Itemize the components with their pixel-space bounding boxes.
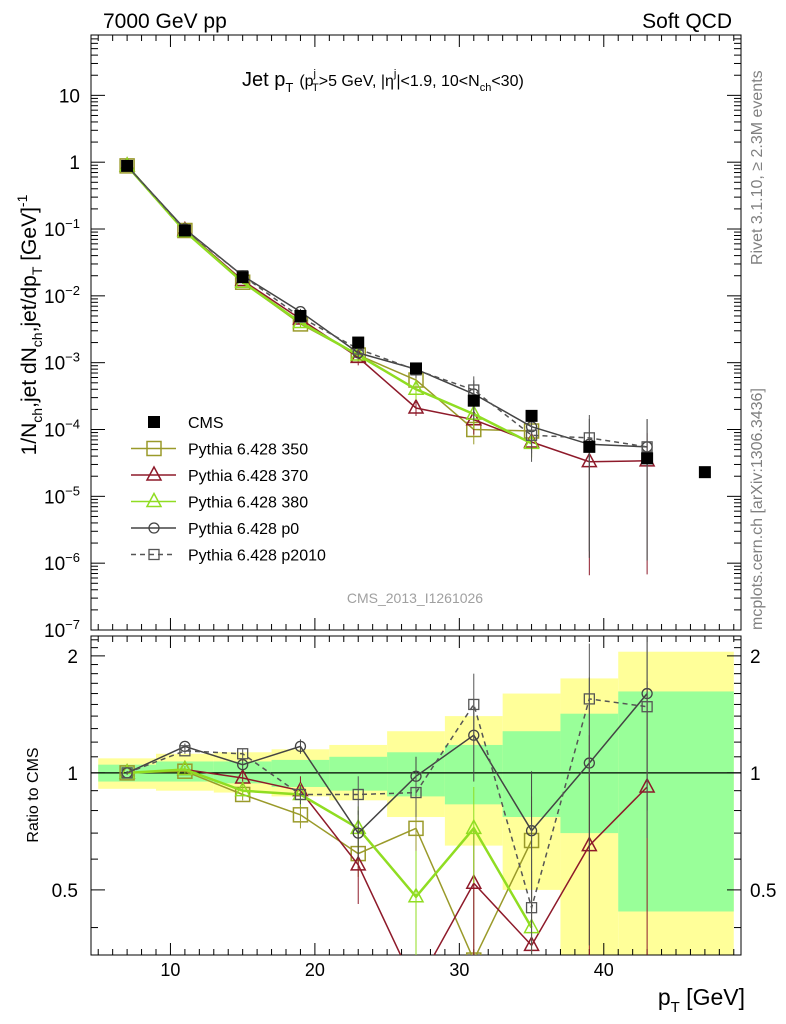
data-point: [179, 745, 191, 757]
data-point: [465, 873, 483, 890]
data-point: [525, 409, 538, 422]
ratio-tick-label-right: 1: [750, 764, 761, 785]
data-point: [698, 466, 711, 479]
plot-title: Jet pT (pj T>5 GeV, |ηj|<1.9, 10<Nch<30): [242, 68, 524, 95]
legend-entry: Pythia 6.428 p0: [188, 521, 299, 538]
header-right: Soft QCD: [642, 10, 732, 33]
data-point: [148, 522, 160, 534]
data-point: [237, 748, 249, 760]
main-plot: 10 1 10−1 10−2 10−3 10−4 10−5 10−6 10−7: [44, 34, 742, 642]
data-point: [148, 416, 160, 428]
watermark: CMS_2013_I1261026: [347, 590, 483, 606]
y-tick-label: 10: [59, 86, 80, 107]
main-ylabel: 1/Nch,jet dNch,jet/dpT [GeV]-1: [14, 194, 45, 455]
ratio-series: [118, 636, 656, 993]
data-point: [352, 788, 364, 801]
data-point: [148, 548, 160, 561]
ratio-ylabel: Ratio to CMS: [25, 747, 42, 842]
data-point: [583, 440, 596, 453]
data-point: [525, 429, 538, 441]
y-tick-label: 10−6: [44, 550, 80, 575]
header-left: 7000 GeV pp: [103, 10, 227, 33]
data-point: [237, 759, 249, 771]
ratio-plot: 10 20 30 40 0.5 0.5 1 1 2 2: [52, 635, 776, 993]
data-point: [467, 394, 480, 407]
data-point: [408, 820, 424, 837]
ratio-tick-label: 2: [67, 647, 78, 668]
data-point: [178, 224, 191, 237]
data-point: [121, 159, 134, 172]
y-tick-label: 10−2: [44, 283, 80, 308]
data-point: [468, 698, 480, 711]
data-point: [465, 818, 483, 835]
data-point: [145, 491, 163, 508]
data-point: [349, 855, 367, 871]
data-point: [407, 379, 425, 396]
ratio-line: [127, 770, 533, 955]
series-line: [126, 165, 648, 448]
legend-entry: Pythia 6.428 380: [188, 495, 308, 512]
data-point: [410, 362, 422, 375]
data-point: [410, 786, 422, 799]
y-tick-label: 10−7: [44, 617, 80, 642]
main-series: [118, 156, 711, 576]
series-line: [126, 165, 532, 432]
y-tick-label: 10−4: [44, 417, 80, 442]
data-point: [352, 336, 365, 349]
x-tick-label: 20: [305, 960, 325, 980]
x-tick-label: 40: [594, 960, 614, 980]
y-tick-label: 10−1: [44, 216, 80, 241]
ratio-tick-label-right: 2: [750, 647, 761, 668]
data-point: [236, 271, 249, 284]
series-line: [126, 165, 648, 448]
data-point: [641, 452, 654, 465]
legend-entry: Pythia 6.428 370: [188, 468, 308, 485]
data-point: [352, 827, 364, 839]
series-line: [126, 165, 533, 445]
legend-entry: Pythia 6.428 350: [188, 442, 308, 459]
series-3: [118, 156, 540, 459]
side-mcplots: mcplots.cern.ch [arXiv:1306.3436]: [749, 388, 766, 630]
data-point: [234, 781, 251, 797]
side-rivet: Rivet 3.1.10, ≥ 2.3M events: [749, 70, 766, 265]
x-tick-label: 10: [160, 960, 180, 980]
data-point: [145, 465, 163, 481]
ratio-tick-label-right: 0.5: [750, 881, 776, 902]
ratio-line: [127, 768, 648, 955]
y-tick-label: 1: [69, 153, 80, 174]
legend: CMS Pythia 6.428 350 Pythia 6.428 370 Pythi…: [131, 415, 326, 565]
data-point: [525, 902, 538, 914]
ratio-series-5: [121, 636, 653, 955]
ratio-line: [126, 698, 648, 911]
legend-entry: Pythia 6.428 p2010: [188, 548, 326, 565]
x-axis-label: pT [GeV]: [658, 984, 745, 1016]
data-point: [641, 701, 653, 713]
legend-entry: CMS: [188, 415, 224, 432]
data-point: [641, 441, 653, 453]
band-inner: [618, 691, 734, 912]
series-2: [118, 156, 656, 576]
ratio-tick-label: 0.5: [52, 881, 78, 902]
y-tick-label: 10−3: [44, 350, 80, 375]
x-tick-label: 30: [449, 960, 469, 980]
ratio-line: [126, 693, 648, 835]
data-point: [409, 980, 423, 993]
series-0: [121, 159, 711, 479]
data-point: [583, 693, 595, 705]
main-frame: [90, 34, 742, 631]
data-point: [294, 309, 307, 322]
data-point: [146, 440, 162, 457]
data-point: [407, 887, 425, 903]
data-point: [407, 398, 425, 414]
data-point: [292, 807, 309, 823]
data-point: [121, 767, 133, 779]
ratio-line: [127, 768, 533, 929]
data-point: [176, 759, 194, 776]
ratio-tick-label: 1: [67, 764, 78, 785]
data-point: [294, 740, 307, 753]
data-point: [294, 788, 307, 801]
y-tick-label: 10−5: [44, 483, 80, 508]
